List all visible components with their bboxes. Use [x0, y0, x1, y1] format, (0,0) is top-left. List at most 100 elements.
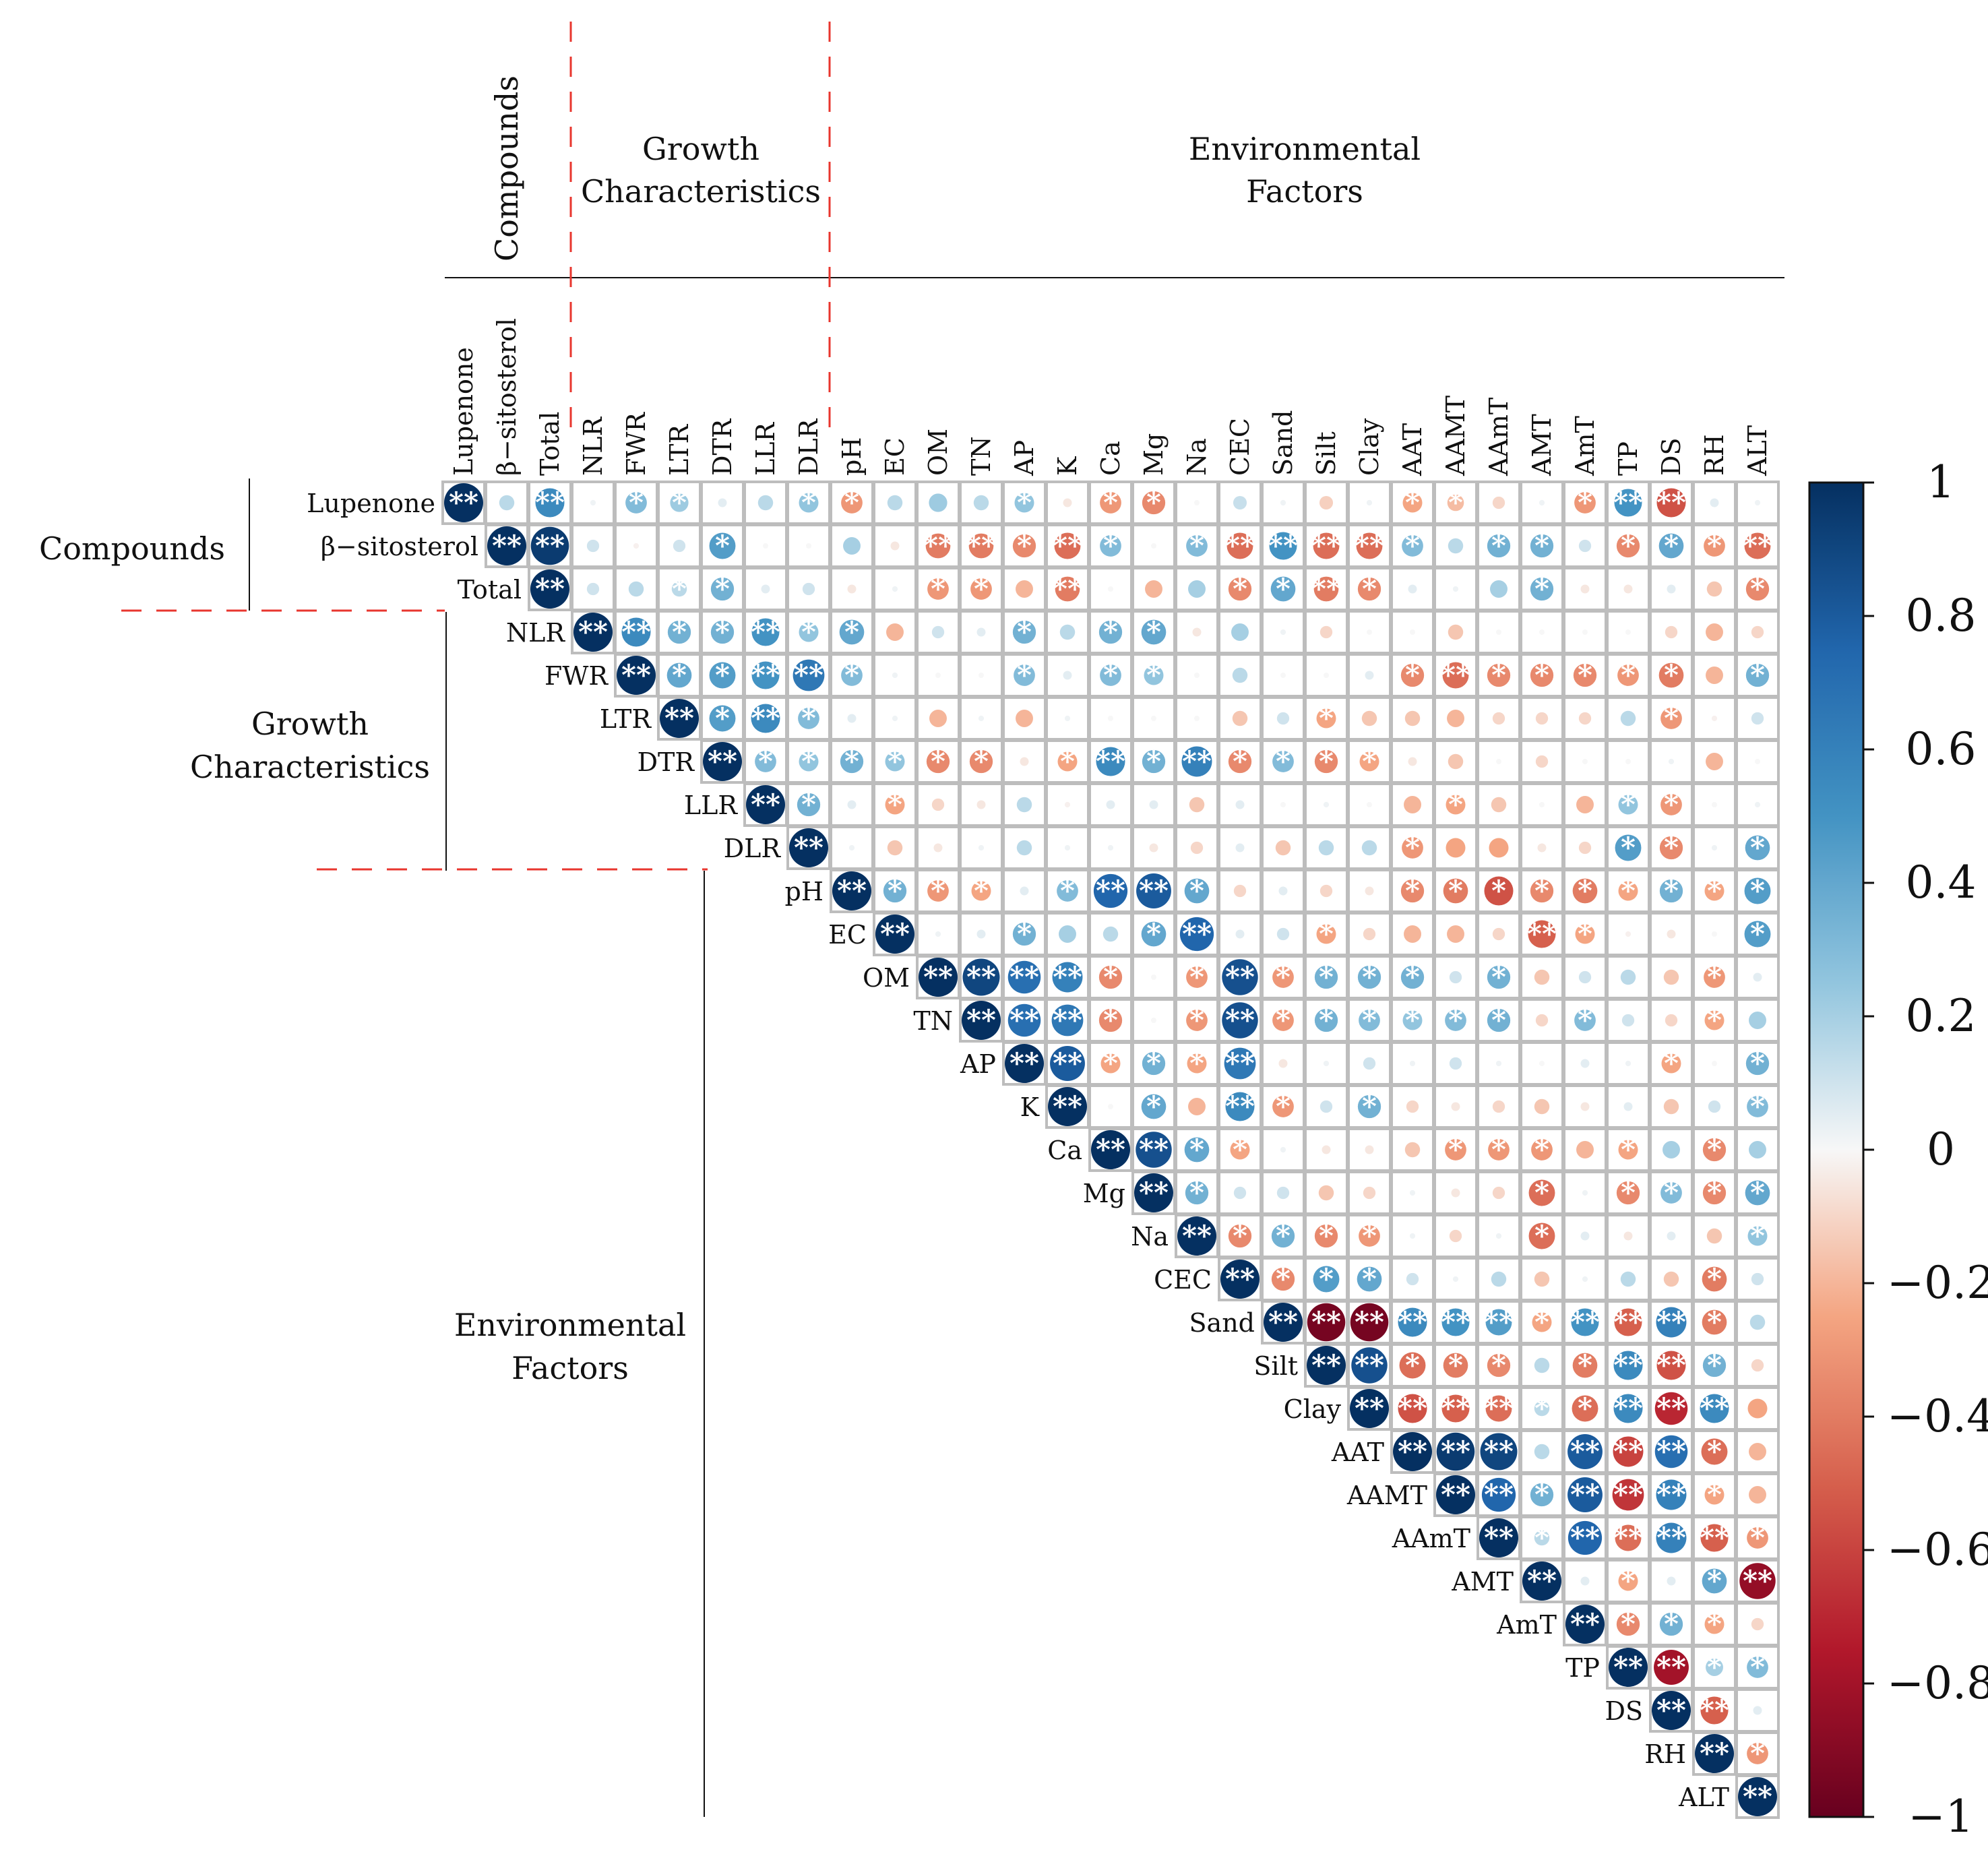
column-label: Na: [1182, 438, 1212, 476]
correlation-mark: [1565, 1605, 1605, 1644]
correlation-mark: [1142, 491, 1166, 515]
correlation-mark: [1656, 1479, 1687, 1510]
correlation-mark: [1578, 970, 1592, 984]
correlation-mark: [1617, 664, 1639, 686]
significance-mark: *: [715, 529, 730, 562]
significance-mark: *: [672, 572, 687, 605]
correlation-mark: [757, 495, 774, 511]
significance-mark: *: [1405, 1003, 1420, 1037]
significance-mark: **: [1441, 1392, 1470, 1425]
correlation-mark: [1708, 1100, 1721, 1113]
correlation-mark: [1363, 1186, 1376, 1200]
row-label: RH: [1644, 1739, 1686, 1769]
correlation-mark: [1480, 1433, 1518, 1471]
correlation-mark: [1189, 797, 1205, 813]
row-label: DS: [1605, 1696, 1644, 1726]
significance-mark: **: [1441, 1435, 1470, 1468]
correlation-mark: [1446, 795, 1466, 815]
significance-mark: **: [923, 960, 953, 993]
correlation-mark: [1620, 1271, 1636, 1287]
row-label: Lupenone: [307, 489, 435, 518]
correlation-mark: [1659, 836, 1683, 860]
correlation-mark: [1020, 886, 1029, 896]
correlation-mark: [1447, 494, 1464, 512]
correlation-mark: [1144, 665, 1164, 685]
correlation-mark: [1660, 1182, 1682, 1204]
significance-mark: **: [966, 960, 996, 993]
significance-mark: *: [715, 658, 730, 691]
significance-mark: *: [1750, 1521, 1765, 1554]
column-label: Sand: [1268, 410, 1298, 476]
grid-cell: [1131, 739, 1176, 784]
significance-mark: *: [1405, 831, 1420, 864]
correlation-mark: [1660, 794, 1682, 815]
correlation-mark: [929, 710, 947, 727]
significance-mark: **: [1096, 745, 1125, 778]
correlation-mark: [1357, 965, 1381, 989]
significance-mark: **: [1009, 1003, 1039, 1037]
correlation-mark: [1609, 1648, 1648, 1687]
correlation-mark: [1275, 840, 1291, 856]
correlation-mark: [1496, 759, 1501, 764]
row-label: AAmT: [1392, 1524, 1470, 1553]
correlation-mark: [1659, 1612, 1683, 1636]
correlation-mark: [1572, 1353, 1598, 1378]
significance-mark: *: [1103, 960, 1118, 993]
significance-mark: **: [794, 658, 824, 691]
correlation-mark: [979, 673, 984, 678]
correlation-mark: [1451, 1188, 1460, 1198]
correlation-mark: [976, 627, 986, 637]
correlation-mark: [1048, 1087, 1087, 1126]
correlation-mark: [1446, 838, 1466, 858]
significance-mark: *: [1707, 1349, 1722, 1382]
correlation-mark: [1711, 844, 1718, 851]
correlation-mark: [1409, 1233, 1416, 1239]
significance-mark: *: [1405, 874, 1420, 907]
grid-cell: [830, 481, 874, 525]
correlation-mark: [709, 662, 736, 689]
significance-mark: **: [1570, 1607, 1600, 1640]
correlation-mark: [530, 569, 569, 609]
significance-mark: **: [1656, 1694, 1686, 1727]
significance-mark: **: [1743, 1564, 1772, 1597]
correlation-mark: [1712, 1061, 1717, 1066]
correlation-mark: [1530, 534, 1554, 558]
correlation-mark: [1016, 580, 1033, 598]
correlation-mark: [929, 493, 948, 512]
correlation-mark: [1194, 500, 1200, 505]
significance-mark: **: [1613, 1305, 1643, 1338]
correlation-mark: [1264, 1303, 1303, 1342]
correlation-mark: [1751, 1359, 1764, 1372]
significance-mark: **: [1484, 1435, 1514, 1468]
correlation-mark: [1402, 837, 1423, 859]
correlation-mark: [1054, 532, 1081, 559]
correlation-mark: [1539, 802, 1545, 807]
column-label: NLR: [578, 416, 608, 476]
significance-mark: *: [715, 702, 730, 735]
correlation-mark: [1704, 1485, 1725, 1505]
correlation-mark: [1487, 1353, 1511, 1378]
correlation-mark: [1530, 1483, 1554, 1507]
significance-mark: **: [1268, 529, 1298, 562]
group-headers: Compounds Growth Characteristics Environmen…: [39, 22, 1784, 1817]
correlation-mark: [1659, 879, 1683, 903]
correlation-mark: [1654, 1435, 1688, 1468]
correlation-mark: [1102, 926, 1119, 942]
correlation-mark: [885, 795, 905, 815]
row-label: DTR: [638, 747, 695, 777]
correlation-mark: [1700, 1696, 1729, 1725]
correlation-mark: [718, 498, 727, 507]
correlation-mark: [1016, 840, 1032, 856]
correlation-mark: [797, 793, 821, 817]
correlation-mark: [1280, 802, 1286, 807]
correlation-mark: [1492, 1100, 1505, 1113]
significance-mark: *: [1664, 788, 1679, 821]
significance-mark: **: [1311, 1349, 1341, 1382]
correlation-mark: [1534, 1400, 1550, 1417]
significance-mark: **: [1613, 486, 1643, 519]
significance-mark: *: [1189, 529, 1204, 562]
correlation-mark: [1449, 970, 1462, 984]
row-label: ALT: [1678, 1783, 1729, 1812]
correlation-mark: [931, 798, 945, 811]
significance-mark: *: [1534, 572, 1549, 605]
